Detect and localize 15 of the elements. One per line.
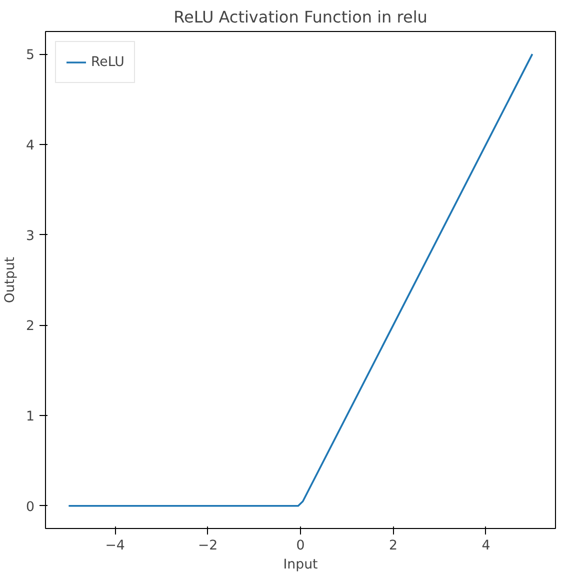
y-axis-title: Output [3,256,18,304]
legend-label: ReLU [91,54,124,70]
y-tick-label: 3 [26,228,35,244]
chart-title: ReLU Activation Function in relu [174,8,428,26]
x-tick-label: 0 [296,538,305,554]
y-tick-label: 2 [26,319,35,334]
x-tick-label: 2 [388,538,398,554]
y-tick-label: 4 [26,138,35,154]
x-tick-label: −4 [105,538,125,554]
x-axis-title: Input [283,558,318,572]
x-tick-label: 4 [482,538,490,554]
x-tick-label: −2 [198,538,218,554]
y-tick-label: 5 [26,48,35,64]
y-tick-label: 1 [26,410,35,425]
y-tick-label: 0 [26,500,35,515]
